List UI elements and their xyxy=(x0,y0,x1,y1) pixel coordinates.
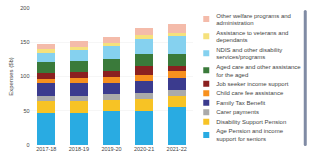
svg-text:2018-19: 2018-19 xyxy=(69,146,89,152)
svg-text:Child care fee assistance: Child care fee assistance xyxy=(216,90,284,96)
svg-text:Expenses ($b): Expenses ($b) xyxy=(8,57,14,96)
svg-text:Age Pension and incomesupport: Age Pension and incomesupport for senior… xyxy=(216,128,283,142)
svg-text:0: 0 xyxy=(26,142,29,148)
svg-text:2019-20: 2019-20 xyxy=(101,146,121,152)
svg-text:Family Tax Benefit: Family Tax Benefit xyxy=(216,100,265,106)
svg-text:Other welfare programs andadmi: Other welfare programs andadministration xyxy=(216,12,291,26)
svg-text:2021-22: 2021-22 xyxy=(167,146,187,152)
svg-text:Carer payments: Carer payments xyxy=(216,109,259,115)
svg-text:150: 150 xyxy=(20,39,29,45)
svg-text:Assistance to veterans anddepe: Assistance to veterans anddependants xyxy=(216,30,288,44)
svg-text:200: 200 xyxy=(20,5,29,11)
svg-text:Job seeker income support: Job seeker income support xyxy=(216,81,288,87)
svg-text:Aged care and other assistance: Aged care and other assistancefor the ag… xyxy=(216,64,301,78)
svg-text:Disability Support Pension: Disability Support Pension xyxy=(216,119,286,125)
svg-text:100: 100 xyxy=(20,73,29,79)
svg-text:2017-18: 2017-18 xyxy=(36,146,56,152)
svg-text:50: 50 xyxy=(23,108,29,114)
svg-text:2020-21: 2020-21 xyxy=(134,146,154,152)
svg-text:NDIS and other disabilityservi: NDIS and other disabilityservices/progra… xyxy=(216,47,282,61)
